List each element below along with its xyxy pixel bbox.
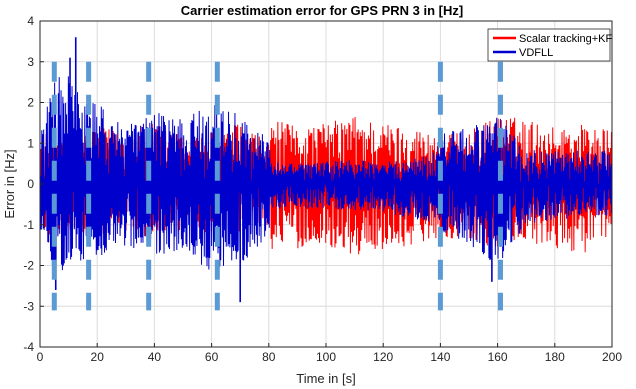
legend-box [487, 28, 611, 62]
x-tick-label: 80 [262, 350, 276, 364]
x-tick-label: 0 [37, 350, 44, 364]
legend-label-vdfll: VDFLL [519, 47, 553, 59]
x-tick-label: 160 [488, 350, 508, 364]
y-tick-label: 2 [27, 96, 34, 110]
y-tick-label: 4 [27, 14, 34, 28]
x-tick-label: 120 [373, 350, 393, 364]
x-tick-label: 200 [602, 350, 622, 364]
tick-layer: 0 20 40 60 80 100 120 140 160 180 200 -4 -3 -2 -1 0 1 2 3 4 [23, 14, 622, 364]
x-tick-label: 40 [148, 350, 162, 364]
x-tick-label: 100 [316, 350, 336, 364]
legend-label-scalar-tracking-kf: Scalar tracking+KF [519, 33, 613, 45]
y-tick-label: -4 [23, 340, 34, 354]
y-axis-label: Error in [Hz] [2, 149, 17, 218]
y-tick-label: -1 [23, 218, 34, 232]
x-tick-label: 140 [430, 350, 450, 364]
x-tick-label: 180 [545, 350, 565, 364]
x-tick-label: 20 [91, 350, 105, 364]
y-tick-label: -3 [23, 299, 34, 313]
x-tick-label: 60 [205, 350, 219, 364]
y-tick-label: 1 [27, 136, 34, 150]
marker-layer [51, 61, 503, 311]
series-line [39, 76, 613, 278]
y-tick-label: 3 [27, 55, 34, 69]
y-tick-label: -2 [23, 259, 34, 273]
y-tick-label: 0 [27, 177, 34, 191]
chart-title: Carrier estimation error for GPS PRN 3 i… [181, 3, 463, 18]
legend: Scalar tracking+KF VDFLL [487, 28, 613, 62]
x-axis-label: Time in [s] [296, 371, 355, 386]
